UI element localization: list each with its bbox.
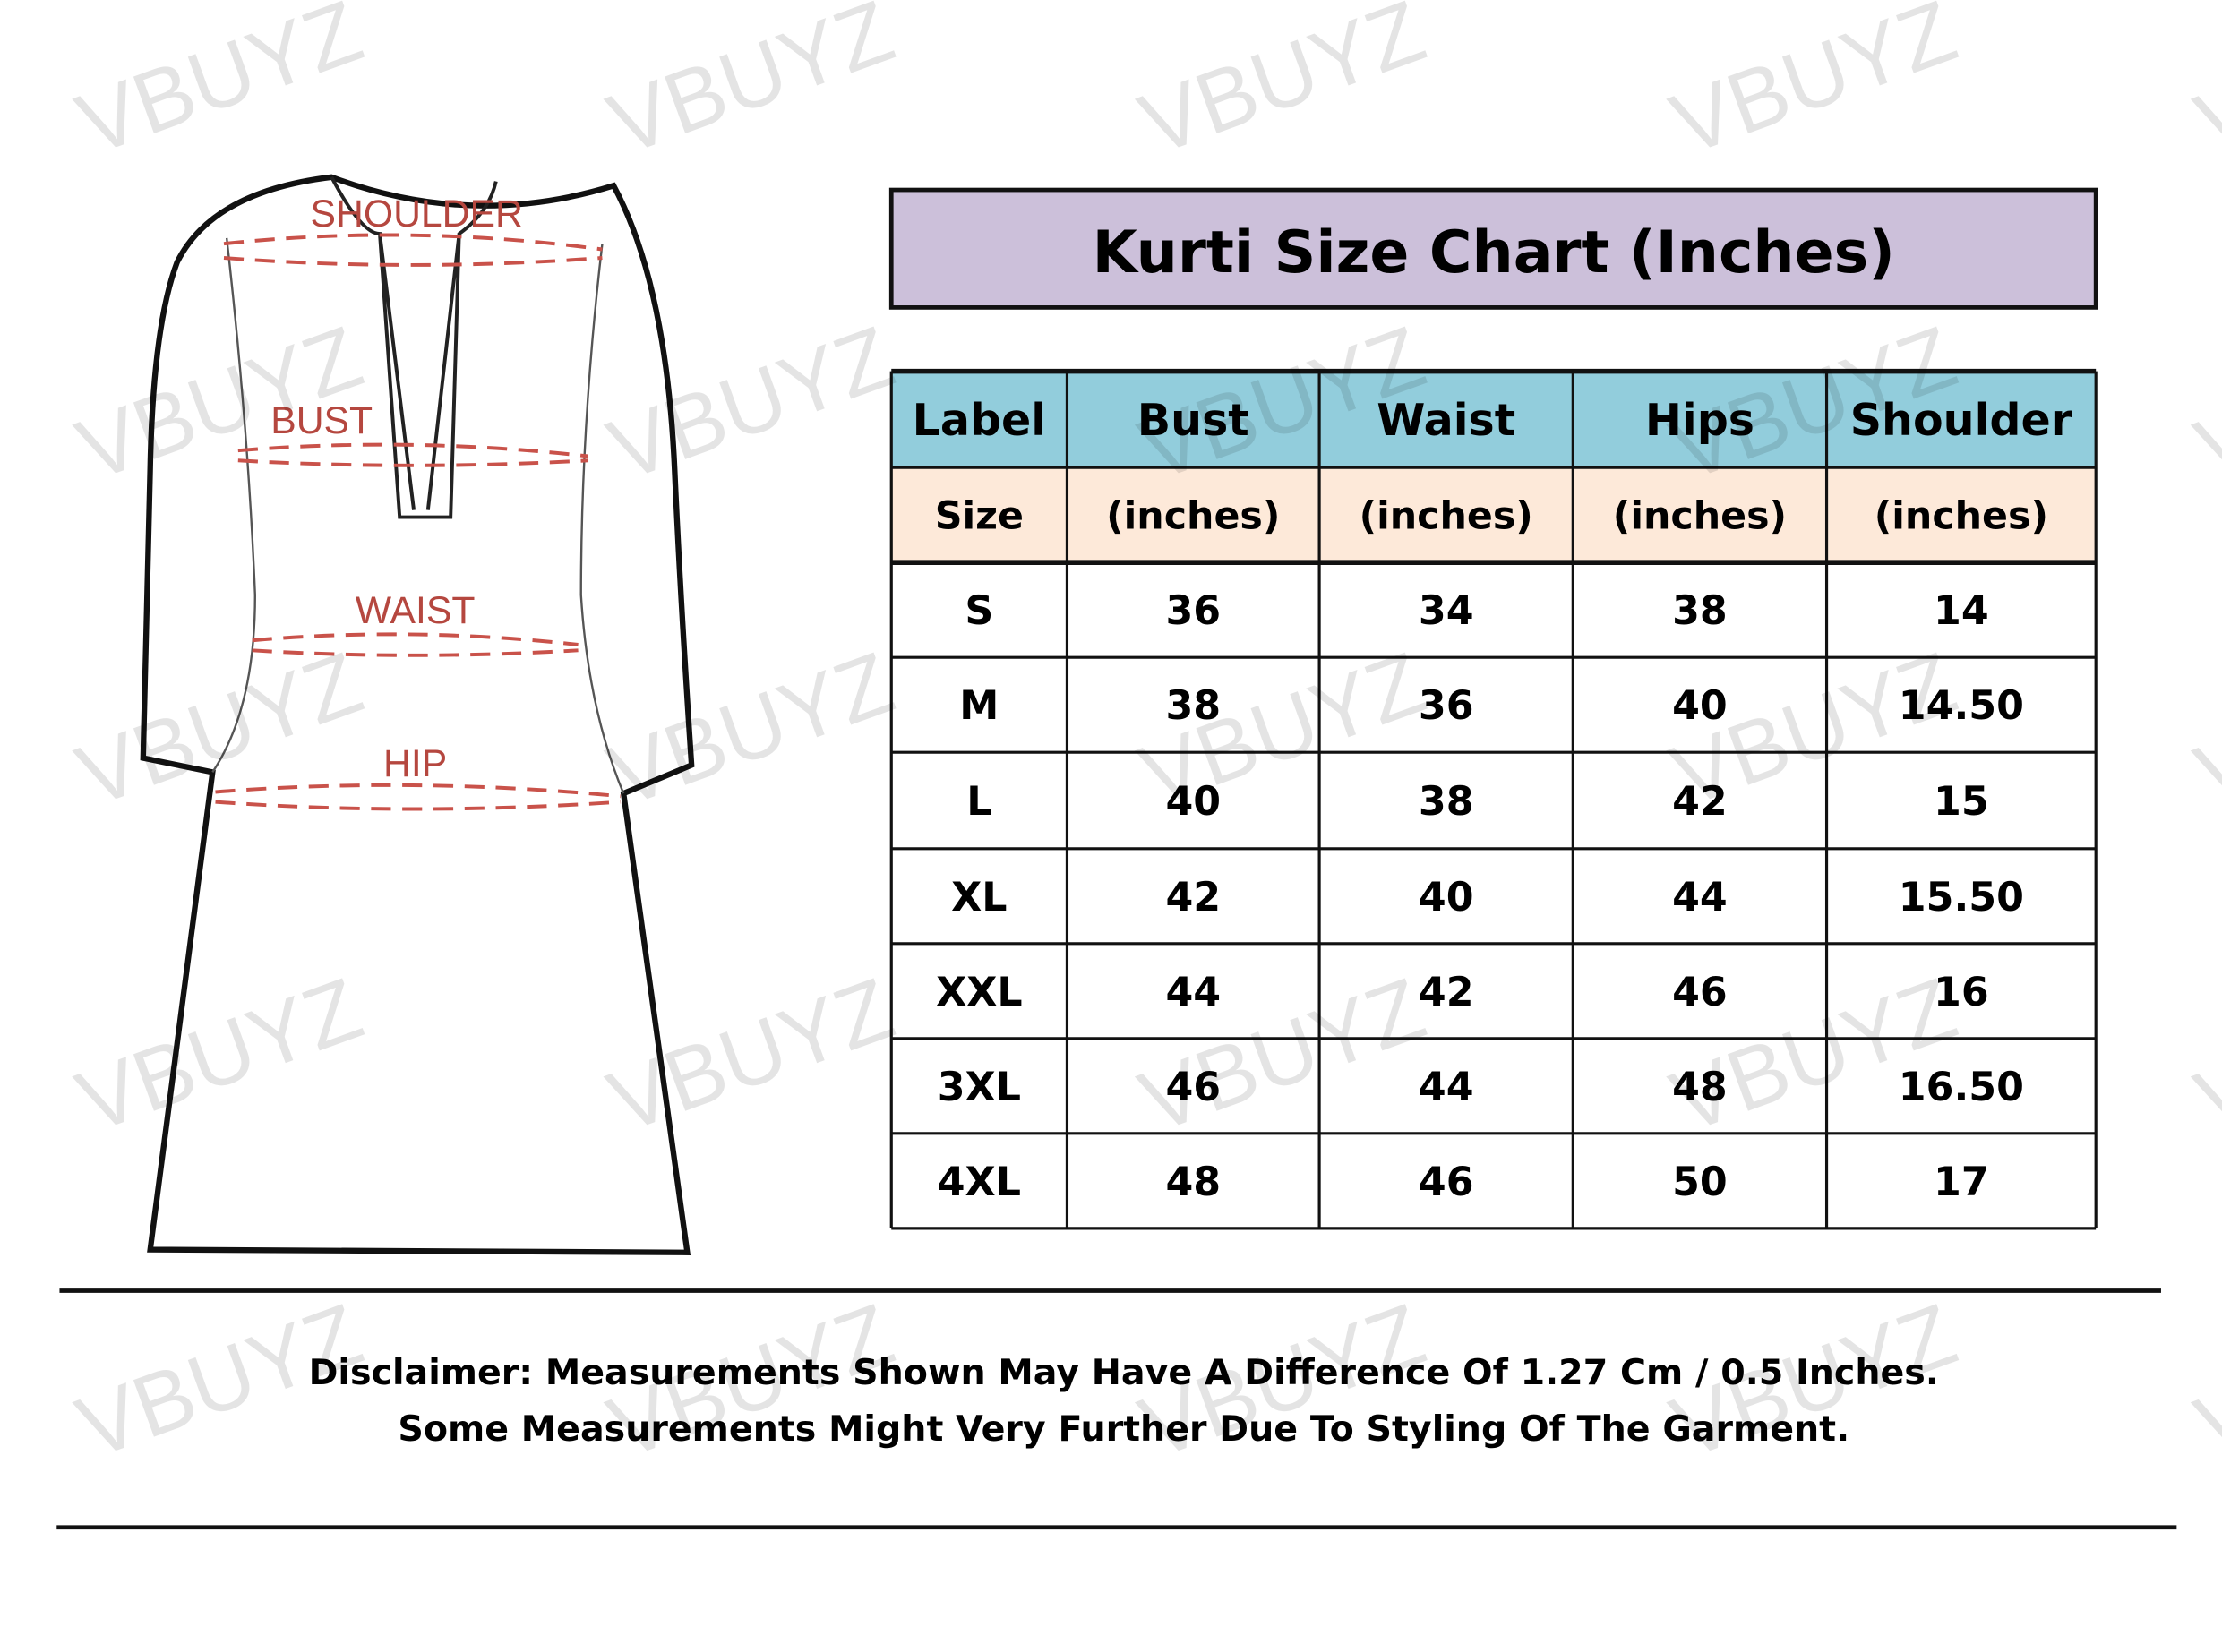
column-unit: (inches): [1360, 494, 1533, 539]
measurement-cell: 50: [1672, 1160, 1728, 1205]
kurti-diagram: SHOULDER BUST WAIST HIP: [140, 174, 695, 1255]
measurement-cell: 40: [1672, 683, 1728, 729]
size-label-cell: XL: [951, 875, 1007, 920]
measurement-cell: 15.50: [1899, 875, 2024, 920]
size-label-cell: XXL: [936, 970, 1023, 1015]
size-label-cell: 3XL: [938, 1065, 1021, 1110]
measurement-cell: 14.50: [1899, 683, 2024, 729]
size-label-cell: M: [959, 683, 999, 729]
column-unit: Size: [935, 494, 1024, 539]
size-label-cell: 4XL: [938, 1160, 1021, 1205]
measurement-cell: 42: [1165, 875, 1221, 920]
measurement-cell: 14: [1934, 588, 1989, 634]
chart-title: Kurti Size Chart (Inches): [1093, 219, 1895, 287]
column-unit: (inches): [1613, 494, 1787, 539]
shoulder-measure-line: [223, 233, 603, 267]
column-unit: (inches): [1875, 494, 2048, 539]
measurement-cell: 17: [1934, 1160, 1989, 1205]
measurement-cell: 44: [1165, 970, 1221, 1015]
measurement-cell: 46: [1672, 970, 1728, 1015]
column-header: Bust: [1137, 394, 1249, 446]
chart-title-box: [888, 187, 2098, 310]
bust-measure-line: [237, 442, 588, 467]
size-label-cell: S: [965, 588, 993, 634]
measurement-cell: 42: [1419, 970, 1474, 1015]
column-header: Label: [913, 394, 1047, 446]
header-row: [891, 371, 2097, 468]
subheader-row: [891, 467, 2097, 563]
hip-measure-line: [215, 783, 622, 811]
measurement-cell: 36: [1419, 683, 1474, 729]
disclaimer-line-2: Some Measurements Might Very Further Due…: [398, 1408, 1849, 1450]
waist-label: WAIST: [356, 589, 476, 632]
measurement-cell: 16.50: [1899, 1065, 2024, 1110]
disclaimer-line-1: Disclaimer: Measurements Shown May Have …: [309, 1352, 1939, 1393]
column-header: Hips: [1645, 394, 1754, 446]
hip-label: HIP: [383, 742, 447, 785]
measurement-cell: 40: [1419, 875, 1474, 920]
measurement-cell: 36: [1165, 588, 1221, 634]
column-header: Shoulder: [1850, 394, 2073, 446]
bust-label: BUST: [270, 399, 373, 442]
measurement-cell: 38: [1165, 683, 1221, 729]
measurement-cell: 16: [1934, 970, 1989, 1015]
right-armhole-seam: [579, 244, 625, 794]
measurement-cell: 40: [1165, 779, 1221, 825]
measurement-cell: 42: [1672, 779, 1728, 825]
left-armhole-seam: [211, 237, 256, 774]
measurement-cell: 46: [1419, 1160, 1474, 1205]
measurement-cell: 44: [1419, 1065, 1474, 1110]
measurement-cell: 38: [1419, 779, 1474, 825]
shoulder-label: SHOULDER: [311, 193, 523, 235]
column-unit: (inches): [1106, 494, 1280, 539]
waist-measure-line: [252, 632, 579, 657]
measurement-cell: 48: [1672, 1065, 1728, 1110]
measurement-cell: 38: [1672, 588, 1728, 634]
measurement-cell: 44: [1672, 875, 1728, 920]
column-header: Waist: [1377, 394, 1515, 446]
size-table: Label Bust Waist Hips Shoulder Size (inches) (i…: [889, 368, 2098, 1230]
measurement-cell: 15: [1934, 779, 1989, 825]
measurement-cell: 48: [1165, 1160, 1221, 1205]
measurement-cell: 34: [1419, 588, 1474, 634]
measurement-cell: 46: [1165, 1065, 1221, 1110]
size-label-cell: L: [966, 779, 991, 825]
